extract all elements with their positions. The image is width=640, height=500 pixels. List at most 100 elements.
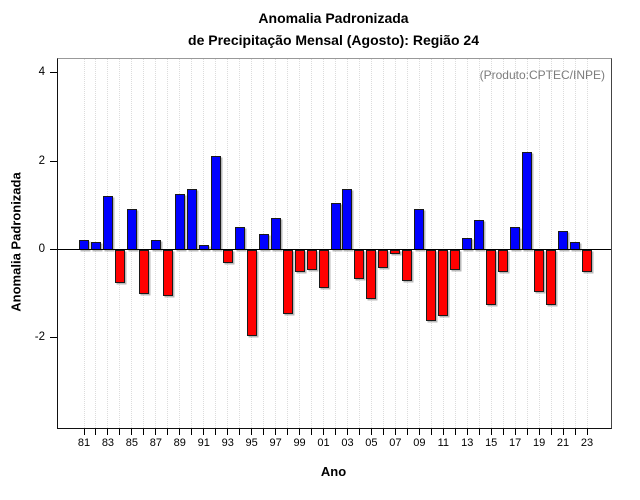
bar-94 xyxy=(234,226,245,251)
x-tick xyxy=(574,429,576,435)
gridline xyxy=(299,59,301,428)
x-tick-label: 19 xyxy=(532,437,546,449)
gridline xyxy=(311,59,313,428)
bar-86 xyxy=(138,250,149,295)
x-tick-label: 99 xyxy=(293,437,306,449)
x-tick-label: 91 xyxy=(197,437,210,449)
x-tick xyxy=(299,429,301,435)
gridline xyxy=(119,59,121,428)
gridline xyxy=(550,59,552,428)
bar-14 xyxy=(474,220,485,251)
bar-95 xyxy=(246,250,257,337)
x-tick-label: 17 xyxy=(509,437,522,449)
bar-89 xyxy=(174,193,185,251)
x-tick-label: 15 xyxy=(485,437,498,449)
x-tick xyxy=(418,429,420,435)
x-tick xyxy=(430,429,432,435)
x-tick xyxy=(538,429,540,435)
x-tick-label: 83 xyxy=(101,437,115,449)
x-tick-label: 95 xyxy=(245,437,258,449)
x-tick xyxy=(107,429,109,435)
y-tick xyxy=(50,337,57,339)
x-tick xyxy=(346,429,348,435)
gridline xyxy=(586,59,588,428)
x-tick xyxy=(478,429,480,435)
x-tick xyxy=(251,429,253,435)
x-tick xyxy=(95,429,97,435)
x-tick-label: 09 xyxy=(413,437,426,449)
bar-18 xyxy=(522,151,533,251)
gridline xyxy=(203,59,205,428)
x-tick xyxy=(466,429,468,435)
x-tick-label: 03 xyxy=(341,437,354,449)
gridline xyxy=(323,59,325,428)
bar-97 xyxy=(270,218,281,250)
bar-04 xyxy=(354,250,365,279)
gridline xyxy=(538,59,540,428)
chart-title-line2: de Precipitação Mensal (Agosto): Região … xyxy=(188,32,479,48)
y-tick-label: 0 xyxy=(38,243,45,256)
y-tick xyxy=(50,160,57,162)
plot-area: (Produto:CPTEC/INPE) 4 2 0 -2 81 83 85 87 89 91 93… xyxy=(35,58,612,449)
gridline xyxy=(227,59,229,428)
bar-09 xyxy=(414,209,425,251)
x-tick xyxy=(275,429,277,435)
gridline xyxy=(490,59,492,428)
x-tick-label: 13 xyxy=(461,437,474,449)
bar-02 xyxy=(330,202,341,250)
x-tick xyxy=(167,429,169,435)
bar-85 xyxy=(126,209,137,251)
x-tick-label: 11 xyxy=(437,437,449,449)
x-tick xyxy=(179,429,181,435)
bar-90 xyxy=(186,189,197,251)
gridline xyxy=(502,59,504,428)
chart-title: Anomalia Padronizada de Precipitação Men… xyxy=(57,7,610,51)
x-tick xyxy=(287,429,289,435)
bar-17 xyxy=(510,226,521,251)
x-tick-label: 93 xyxy=(221,437,234,449)
x-tick-label: 81 xyxy=(77,437,91,449)
x-tick xyxy=(382,429,384,435)
bar-96 xyxy=(258,233,269,250)
bar-05 xyxy=(366,250,377,299)
bar-11 xyxy=(438,250,449,317)
gridline xyxy=(143,59,145,428)
gridline xyxy=(442,59,444,428)
x-tick xyxy=(119,429,121,435)
gridline xyxy=(358,59,360,428)
zero-line xyxy=(58,249,611,251)
x-tick xyxy=(526,429,528,435)
bar-92 xyxy=(210,156,221,251)
gridline xyxy=(394,59,396,428)
x-tick xyxy=(155,429,157,435)
x-tick xyxy=(442,429,444,435)
bar-93 xyxy=(222,250,233,264)
bar-07 xyxy=(390,250,401,255)
bar-99 xyxy=(294,250,305,273)
gridline xyxy=(370,59,372,428)
bar-15 xyxy=(486,250,497,306)
bar-06 xyxy=(378,250,389,268)
y-tick-label: -2 xyxy=(34,331,45,344)
gridline xyxy=(430,59,432,428)
bar-16 xyxy=(498,250,509,273)
y-tick xyxy=(50,72,57,74)
bar-08 xyxy=(402,250,413,281)
chart-title-line1: Anomalia Padronizada xyxy=(258,10,409,26)
x-tick xyxy=(550,429,552,435)
x-tick-label: 05 xyxy=(365,437,378,449)
gridline xyxy=(167,59,169,428)
x-tick xyxy=(502,429,504,435)
bar-19 xyxy=(534,250,545,292)
x-tick xyxy=(562,429,564,435)
x-tick-label: 97 xyxy=(269,437,282,449)
bar-88 xyxy=(162,250,173,297)
bar-23 xyxy=(582,250,592,273)
bar-01 xyxy=(318,250,329,288)
x-tick xyxy=(358,429,360,435)
x-tick xyxy=(311,429,313,435)
gridline xyxy=(251,59,253,428)
x-tick-label: 89 xyxy=(173,437,186,449)
bar-03 xyxy=(342,189,353,251)
